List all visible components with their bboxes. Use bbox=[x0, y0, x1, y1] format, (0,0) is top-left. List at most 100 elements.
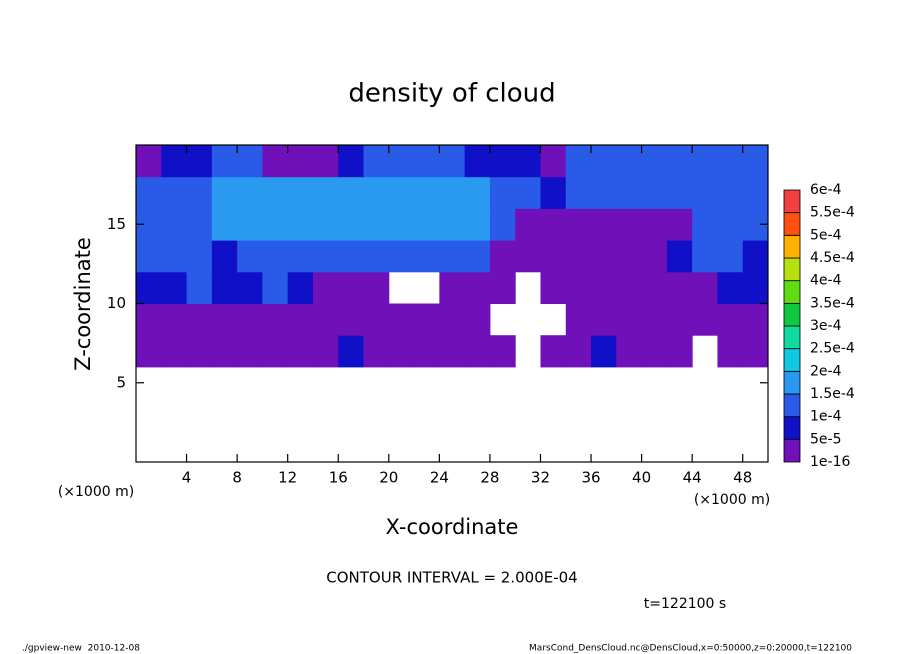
field-cell bbox=[616, 335, 643, 368]
field-cell bbox=[641, 145, 668, 178]
field-cell bbox=[641, 240, 668, 273]
field-cell bbox=[211, 208, 238, 241]
colorbar-label: 4.5e-4 bbox=[810, 250, 855, 266]
field-cell bbox=[211, 240, 238, 273]
field-cell bbox=[262, 145, 289, 178]
field-cell bbox=[742, 176, 769, 209]
field-cell bbox=[540, 271, 567, 304]
field-cell bbox=[591, 240, 617, 273]
field-cell bbox=[312, 303, 339, 336]
field-cell bbox=[439, 303, 466, 336]
field-cell bbox=[363, 145, 390, 178]
field-cell bbox=[363, 176, 390, 209]
footer-right: MarsCond_DensCloud.nc@DensCloud,x=0:5000… bbox=[529, 644, 852, 654]
field-cell bbox=[363, 303, 390, 336]
field-cell bbox=[388, 335, 415, 368]
field-cell bbox=[136, 335, 162, 368]
field-cell bbox=[489, 335, 516, 368]
x-tick-label: 40 bbox=[632, 469, 651, 487]
contour-interval: CONTOUR INTERVAL = 2.000E-04 bbox=[326, 569, 577, 587]
field-cell bbox=[666, 176, 693, 209]
field-cell bbox=[717, 145, 744, 178]
field-cell bbox=[641, 271, 668, 304]
field-cell bbox=[717, 335, 744, 368]
field-cell bbox=[616, 208, 643, 241]
field-cell bbox=[363, 240, 390, 273]
field-cell bbox=[591, 335, 617, 368]
x-tick-label: 16 bbox=[329, 469, 348, 487]
field-cell bbox=[338, 208, 365, 241]
x-tick-label: 28 bbox=[480, 469, 499, 487]
colorbar-label: 5e-4 bbox=[810, 227, 842, 243]
field-cell bbox=[717, 240, 744, 273]
field-cell bbox=[312, 271, 339, 304]
colorbar-box bbox=[783, 416, 801, 440]
field-cell bbox=[287, 176, 314, 209]
field-cell bbox=[692, 271, 718, 304]
field-cell bbox=[666, 240, 693, 273]
field-cell bbox=[161, 271, 188, 304]
field-cell bbox=[717, 271, 744, 304]
field-cell bbox=[211, 145, 238, 178]
field-cell bbox=[312, 176, 339, 209]
field-cell bbox=[439, 240, 466, 273]
field-cell bbox=[565, 271, 592, 304]
field-cell bbox=[489, 145, 516, 178]
field-cell bbox=[237, 303, 263, 336]
field-cell bbox=[338, 240, 365, 273]
field-cell bbox=[363, 208, 390, 241]
x-tick-label: 4 bbox=[182, 469, 192, 487]
field-cell bbox=[591, 145, 617, 178]
field-cell bbox=[742, 145, 769, 178]
field-cell bbox=[565, 240, 592, 273]
field-cell bbox=[616, 240, 643, 273]
field-cell bbox=[161, 145, 188, 178]
x-tick-label: 8 bbox=[232, 469, 242, 487]
field-cell bbox=[338, 335, 365, 368]
x-axis-label: X-coordinate bbox=[386, 515, 519, 539]
field-cell bbox=[262, 240, 289, 273]
field-cell bbox=[616, 271, 643, 304]
field-cell bbox=[464, 271, 491, 304]
field-cell bbox=[136, 271, 162, 304]
colorbar-box bbox=[783, 325, 801, 350]
x-tick-label: 36 bbox=[581, 469, 600, 487]
field-cell bbox=[565, 303, 592, 336]
field-cell bbox=[439, 145, 466, 178]
field-cell bbox=[591, 303, 617, 336]
field-cell bbox=[540, 240, 567, 273]
field-cell bbox=[363, 335, 390, 368]
field-cell bbox=[338, 145, 365, 178]
field-cell bbox=[692, 240, 718, 273]
field-cell bbox=[641, 208, 668, 241]
field-cell bbox=[439, 208, 466, 241]
field-cell bbox=[540, 145, 567, 178]
field-cell bbox=[666, 271, 693, 304]
field-cell bbox=[237, 240, 263, 273]
colorbar-label: 5e-5 bbox=[810, 431, 841, 447]
field-cell bbox=[591, 271, 617, 304]
colorbar-label: 1e-4 bbox=[810, 409, 842, 425]
colorbar-box bbox=[783, 280, 801, 304]
field-cell bbox=[388, 176, 415, 209]
field-cell bbox=[186, 240, 213, 273]
field-cell bbox=[161, 303, 188, 336]
chart-title: density of cloud bbox=[348, 79, 555, 109]
field-cell bbox=[591, 208, 617, 241]
field-cell bbox=[515, 176, 541, 209]
field-cell bbox=[161, 208, 188, 241]
field-cell bbox=[186, 176, 213, 209]
field-cell bbox=[641, 335, 668, 368]
field-cell bbox=[616, 176, 643, 209]
field-cell bbox=[186, 271, 213, 304]
colorbar-label: 6e-4 bbox=[810, 182, 842, 198]
colorbar-box bbox=[783, 370, 801, 395]
colorbar-label: 2.5e-4 bbox=[810, 341, 855, 357]
footer-left: ./gpview-new 2010-12-08 bbox=[22, 644, 140, 654]
colorbar-label: 1e-16 bbox=[810, 454, 850, 470]
field-cell bbox=[262, 303, 289, 336]
field-cell bbox=[464, 335, 491, 368]
colorbar-label: 1.5e-4 bbox=[810, 386, 855, 402]
x-tick-label: 32 bbox=[531, 469, 550, 487]
field-cell bbox=[161, 335, 188, 368]
